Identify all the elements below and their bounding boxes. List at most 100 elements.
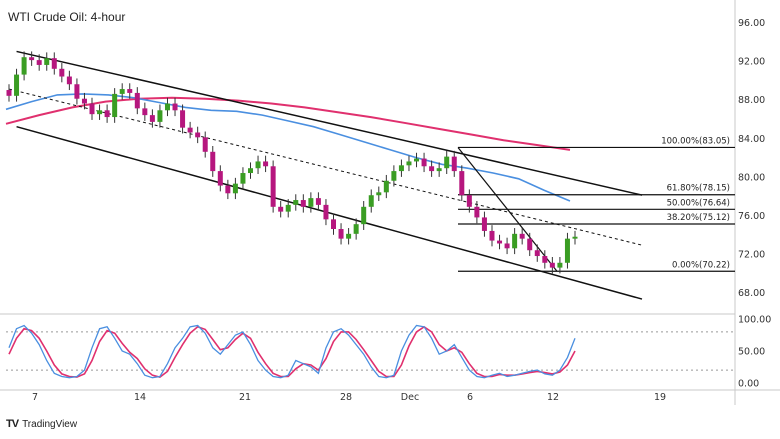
candle-up [247,168,253,174]
stoch-tick-label: 50.00 [738,347,765,358]
candle-down [225,185,231,194]
candle-down [74,84,80,99]
candle-up [398,165,404,172]
candle-up [14,74,20,96]
candle-down [195,132,201,138]
candle-up [157,110,163,122]
candle-down [149,115,155,122]
price-tick-label: 96.00 [738,18,765,29]
candle-down [263,161,269,167]
candle-up [285,204,291,212]
candle-down [497,240,503,244]
candle-up [112,93,118,118]
candle-down [489,230,495,241]
price-pane: 96.00 92.00 88.00 84.00 80.00 76.00 72.00 68.00… [5,0,765,405]
candle-up [512,233,518,249]
chart-title: WTI Crude Oil: 4-hour [8,10,125,24]
candle-down [210,151,216,172]
stoch-k-line [8,324,576,379]
candle-down [59,68,65,77]
candle-up [572,236,578,239]
candle-up [368,195,374,207]
candle-up [164,103,170,111]
candle-down [6,90,12,96]
candle-down [331,219,337,230]
candle-down [323,204,329,220]
candle-down [474,206,480,218]
candle-down [504,243,510,249]
price-tick-label: 76.00 [738,211,765,222]
time-tick-label: 6 [467,392,473,403]
time-axis: 7 14 21 28 Dec 6 12 19 [0,389,780,403]
fib-level-label: 50.00%(76.64) [667,198,730,208]
candle-down [142,108,148,116]
time-tick-label: 21 [239,392,251,403]
candle-down [315,198,321,205]
price-tick-label: 88.00 [738,95,765,106]
stoch-d-line [8,325,576,378]
time-tick-label: 14 [134,392,146,403]
candle-down [36,60,42,65]
stoch-pane: 100.00 50.00 0.00 [0,313,771,389]
stoch-tick-label: 100.00 [738,315,771,326]
candle-up [444,156,450,169]
candle-up [97,110,103,115]
candle-up [346,233,352,239]
candle-down [89,103,95,115]
candle-down [542,256,548,263]
candle-down [527,238,533,251]
candle-down [187,127,193,133]
fib-trend-line [457,147,558,272]
time-tick-label: 28 [340,392,352,403]
candle-up [353,224,359,234]
candle-down [51,58,57,69]
candle-down [180,110,186,128]
candle-down [172,103,178,111]
candle-up [557,262,563,268]
candle-up [564,238,570,263]
time-tick-label: 19 [654,392,666,403]
candle-down [134,92,140,109]
fib-level-label: 0.00%(70.22) [672,260,730,270]
candle-down [451,156,457,172]
price-tick-label: 92.00 [738,57,765,68]
candle-up [255,161,261,169]
candle-up [293,200,299,205]
candle-up [406,161,412,166]
price-tick-label: 80.00 [738,172,765,183]
candle-down [459,171,465,196]
candle-down [534,250,540,257]
fib-level-label: 38.20%(75.12) [667,213,730,223]
candle-up [308,198,314,207]
fib-level-label: 61.80%(78.15) [667,184,730,194]
brand-name: TradingView [22,418,78,430]
candle-up [119,89,125,94]
price-tick-label: 68.00 [738,288,765,299]
candle-down [300,200,306,207]
candle-down [66,76,72,85]
time-tick-label: 12 [547,392,559,403]
tradingview-brand[interactable]: TV TradingView [6,418,77,430]
candle-up [361,206,367,225]
candle-down [338,229,344,239]
price-tick-label: 84.00 [738,134,765,145]
candle-down [217,171,223,186]
channel-upper-line [16,50,643,196]
candle-up [436,168,442,172]
candle-up [232,183,238,194]
candle-up [44,58,50,65]
candle-down [429,166,435,172]
candle-down [519,233,525,239]
candle-down [278,206,284,212]
channel-lower-line [16,125,643,300]
candle-down [29,57,35,61]
candle-up [240,173,246,184]
candle-down [549,262,555,268]
candle-down [466,195,472,207]
candle-up [391,171,397,181]
tradingview-logo-icon: TV [6,418,19,430]
candle-down [481,217,487,231]
fib-level-label: 100.00%(83.05) [661,136,730,146]
candle-down [421,158,427,167]
